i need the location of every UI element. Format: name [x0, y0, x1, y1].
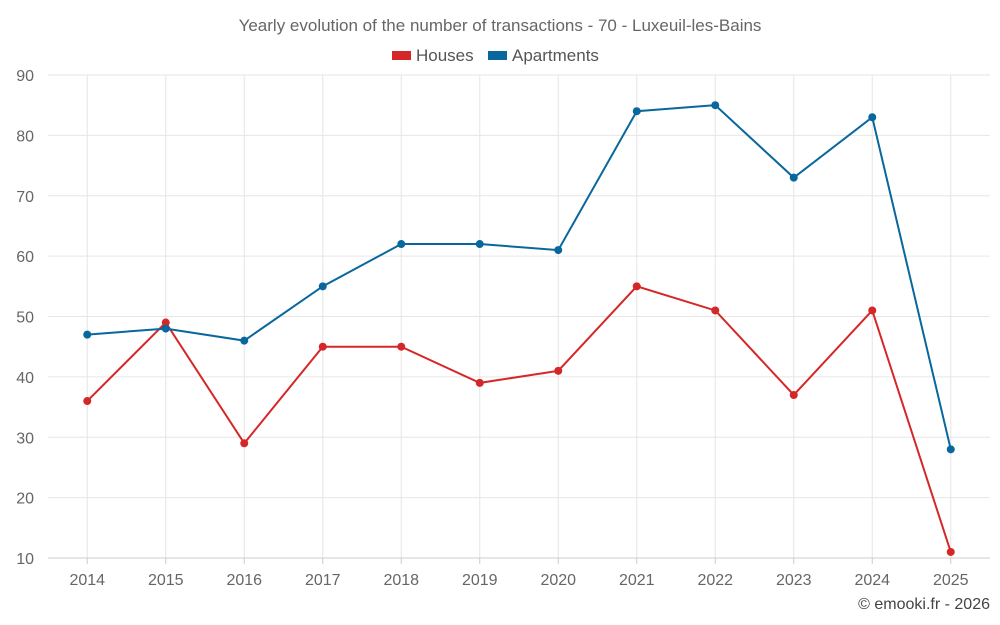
legend-label-apartments[interactable]: Apartments — [512, 46, 599, 65]
legend: Houses Apartments — [392, 46, 599, 65]
y-tick-label-10: 10 — [16, 551, 34, 568]
legend-swatch-houses — [392, 51, 411, 60]
axes: 10 20 30 40 50 60 70 80 90 2014 2015 2016 2017 2018 20… — [16, 68, 990, 589]
point-houses-2023[interactable] — [789, 390, 798, 399]
point-houses-2024[interactable] — [868, 306, 877, 315]
y-tick-label-20: 20 — [16, 491, 34, 508]
point-houses-2014[interactable] — [83, 397, 92, 406]
x-tick-label-2016: 2016 — [226, 572, 262, 589]
point-apartments-2014[interactable] — [83, 330, 92, 339]
point-houses-2016[interactable] — [240, 439, 249, 448]
x-tick-label-2025: 2025 — [933, 572, 969, 589]
x-tick-label-2015: 2015 — [148, 572, 184, 589]
point-apartments-2015[interactable] — [161, 324, 170, 333]
y-tick-label-50: 50 — [16, 310, 34, 327]
point-apartments-2020[interactable] — [554, 246, 563, 255]
series — [83, 101, 955, 556]
x-tick-label-2021: 2021 — [619, 572, 655, 589]
chart-title: Yearly evolution of the number of transa… — [239, 16, 762, 35]
y-tick-label-30: 30 — [16, 430, 34, 447]
point-apartments-2024[interactable] — [868, 113, 877, 122]
point-apartments-2022[interactable] — [711, 101, 720, 110]
credit-text: © emooki.fr - 2026 — [858, 596, 990, 613]
point-houses-2017[interactable] — [318, 342, 327, 351]
y-tick-label-80: 80 — [16, 128, 34, 145]
point-apartments-2023[interactable] — [789, 173, 798, 182]
y-tick-label-90: 90 — [16, 68, 34, 85]
x-tick-label-2023: 2023 — [776, 572, 812, 589]
point-apartments-2025[interactable] — [946, 445, 955, 454]
y-tick-label-70: 70 — [16, 189, 34, 206]
point-houses-2021[interactable] — [632, 282, 641, 291]
legend-label-houses[interactable]: Houses — [416, 46, 474, 65]
legend-swatch-apartments — [488, 51, 507, 60]
point-houses-2022[interactable] — [711, 306, 720, 315]
y-tick-label-40: 40 — [16, 370, 34, 387]
point-apartments-2018[interactable] — [397, 240, 406, 249]
point-houses-2018[interactable] — [397, 342, 406, 351]
point-houses-2015[interactable] — [161, 318, 170, 327]
point-houses-2019[interactable] — [475, 378, 484, 387]
point-houses-2025[interactable] — [946, 547, 955, 556]
point-apartments-2019[interactable] — [475, 240, 484, 249]
point-apartments-2021[interactable] — [632, 107, 641, 116]
x-tick-label-2017: 2017 — [305, 572, 341, 589]
point-houses-2020[interactable] — [554, 366, 563, 375]
x-tick-label-2020: 2020 — [540, 572, 576, 589]
x-tick-label-2024: 2024 — [854, 572, 890, 589]
point-apartments-2017[interactable] — [318, 282, 327, 291]
point-apartments-2016[interactable] — [240, 336, 249, 345]
series-line-houses — [86, 285, 952, 553]
x-tick-label-2022: 2022 — [697, 572, 733, 589]
x-tick-label-2019: 2019 — [462, 572, 498, 589]
x-tick-label-2018: 2018 — [383, 572, 419, 589]
y-tick-label-60: 60 — [16, 249, 34, 266]
grid — [48, 74, 990, 558]
series-line-apartments — [87, 104, 952, 450]
x-tick-label-2014: 2014 — [69, 572, 105, 589]
